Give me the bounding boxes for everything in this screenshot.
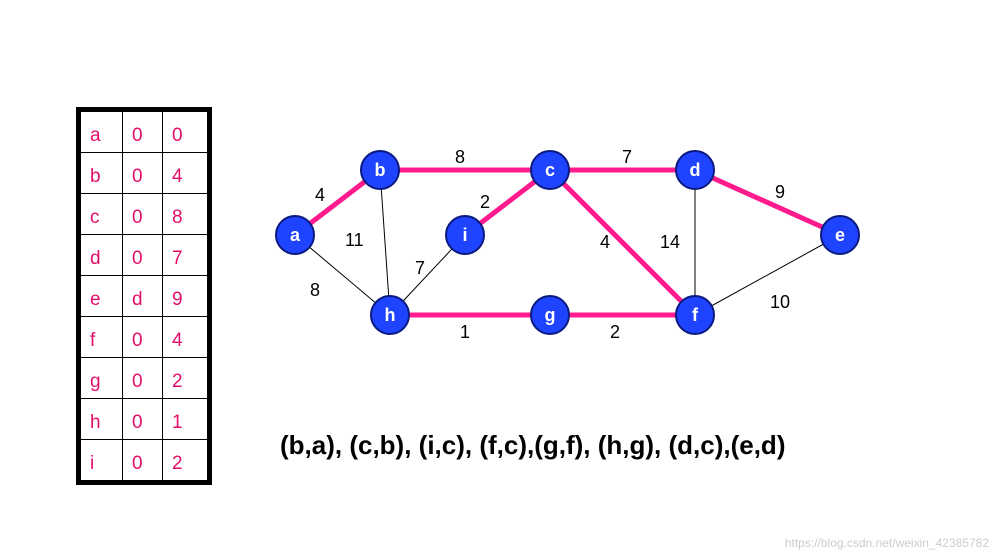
table-row: a00 [81,112,208,153]
table-row: d07 [81,235,208,276]
table-cell: h [81,399,123,440]
table-cell: 4 [163,317,208,358]
node-i: i [445,215,485,255]
edge-d-e [695,170,840,235]
table-row: b04 [81,153,208,194]
edge-weight-c-i: 2 [480,192,490,213]
table-cell: b [81,153,123,194]
graph: 4 8 8 11 2 7 4 9 14 10 2 1 7 a b hi c g f d e [260,60,960,400]
table-cell: 0 [163,112,208,153]
edge-weight-e-f: 10 [770,292,790,313]
node-d: d [675,150,715,190]
edge-weight-d-f: 14 [660,232,680,253]
node-f: f [675,295,715,335]
table-cell: 0 [123,399,163,440]
table-cell: 0 [123,112,163,153]
edge-b-h [380,170,390,315]
table-cell: g [81,358,123,399]
table-cell: 0 [123,358,163,399]
table-cell: 8 [163,194,208,235]
table-cell: c [81,194,123,235]
edge-weight-a-h: 8 [310,280,320,301]
edge-weight-a-b: 4 [315,185,325,206]
table-cell: 0 [123,317,163,358]
table-cell: 4 [163,153,208,194]
edge-weight-c-f: 4 [600,232,610,253]
table-cell: e [81,276,123,317]
edge-weight-g-h: 1 [460,322,470,343]
edge-weight-d-e: 9 [775,182,785,203]
edge-weight-c-d: 7 [622,147,632,168]
edge-weight-b-c: 8 [455,147,465,168]
table-row: ed9 [81,276,208,317]
result-edges-text: (b,a), (c,b), (i,c), (f,c),(g,f), (h,g),… [280,430,785,461]
table-cell: d [123,276,163,317]
table-row: h01 [81,399,208,440]
table: a00b04c08d07ed9f04g02h01i02 [80,111,208,481]
table-cell: 1 [163,399,208,440]
node-h: h [370,295,410,335]
node-b: b [360,150,400,190]
table-cell: 2 [163,440,208,481]
edge-e-f [695,235,840,315]
table-cell: d [81,235,123,276]
table-cell: 9 [163,276,208,317]
watermark-text: https://blog.csdn.net/weixin_42385782 [785,536,989,550]
table-cell: 0 [123,235,163,276]
node-c: c [530,150,570,190]
table-cell: 2 [163,358,208,399]
data-table: a00b04c08d07ed9f04g02h01i02 [76,107,212,485]
edge-weight-b-h: 11 [345,230,364,251]
table-row: f04 [81,317,208,358]
table-cell: a [81,112,123,153]
table-row: c08 [81,194,208,235]
table-cell: 7 [163,235,208,276]
table-cell: 0 [123,153,163,194]
table-cell: 0 [123,440,163,481]
edge-weight-f-g: 2 [610,322,620,343]
node-g: g [530,295,570,335]
node-a: a [275,215,315,255]
table-row: i02 [81,440,208,481]
node-e: e [820,215,860,255]
edge-weight-h-i: 7 [415,258,425,279]
table-row: g02 [81,358,208,399]
table-cell: 0 [123,194,163,235]
table-cell: i [81,440,123,481]
table-cell: f [81,317,123,358]
